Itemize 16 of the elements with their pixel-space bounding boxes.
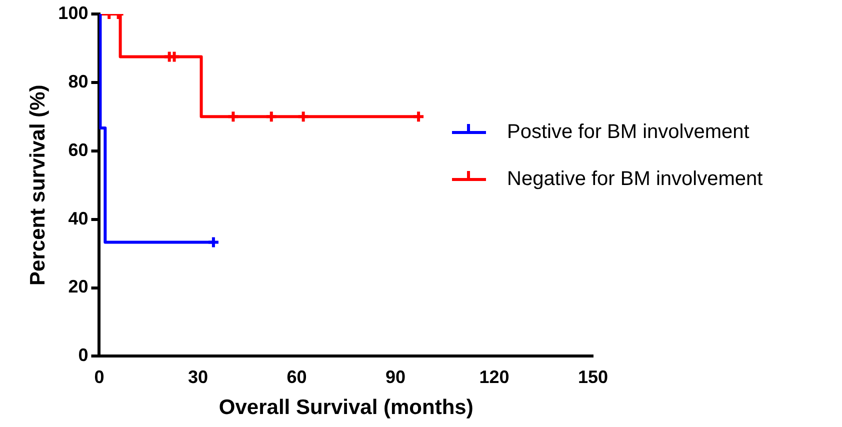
x-tick-label: 150 bbox=[578, 366, 608, 387]
x-tick-label: 30 bbox=[188, 366, 208, 387]
y-tick-label: 0 bbox=[78, 345, 88, 366]
y-tick-label: 20 bbox=[68, 276, 88, 297]
x-tick-label: 0 bbox=[94, 366, 104, 387]
x-tick-label: 60 bbox=[286, 366, 307, 387]
x-tick-label: 90 bbox=[385, 366, 406, 387]
y-tick-label: 100 bbox=[58, 2, 88, 23]
legend-label: Negative for BM involvement bbox=[507, 168, 763, 190]
y-tick-label: 60 bbox=[68, 140, 88, 160]
x-axis-title: Overall Survival (months) bbox=[218, 396, 474, 420]
y-tick-label: 40 bbox=[68, 208, 88, 228]
x-tick-label: 120 bbox=[479, 366, 510, 387]
y-tick-label: 80 bbox=[68, 71, 88, 92]
y-axis-title: Percent survival (%) bbox=[26, 84, 50, 286]
legend-label: Postive for BM involvement bbox=[507, 120, 750, 144]
